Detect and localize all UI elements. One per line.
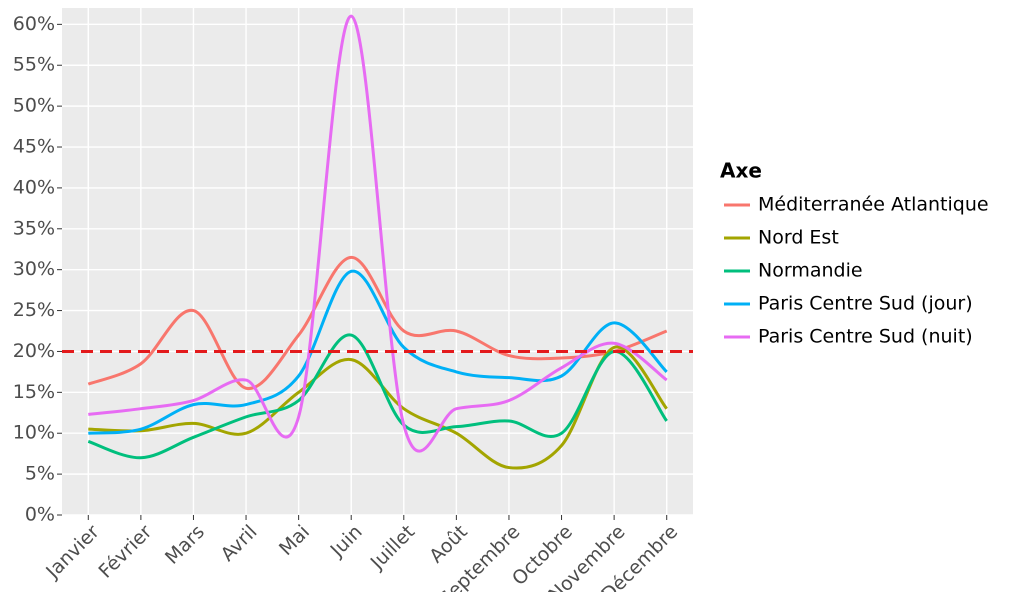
y-tick-label: 25%: [13, 299, 55, 321]
x-tick-label: Avril: [217, 521, 262, 566]
y-tick-label: 5%: [25, 463, 55, 485]
y-tick-label: 55%: [13, 54, 55, 76]
series-line: [87, 333, 668, 460]
y-tick-label: 60%: [13, 13, 55, 35]
series-line: [87, 255, 668, 390]
x-tick-label: Janvier: [41, 521, 104, 584]
y-tick-label: 35%: [13, 217, 55, 239]
y-tick-label: 20%: [13, 340, 55, 362]
y-tick-label: 40%: [13, 176, 55, 198]
y-tick-label: 0%: [25, 504, 55, 526]
x-tick-label: Juin: [326, 521, 367, 562]
series-line: [88, 345, 668, 470]
x-tick-label: Février: [94, 521, 156, 583]
x-tick-label: Mai: [275, 521, 314, 560]
legend-label: Méditerranée Atlantique: [758, 194, 989, 216]
series-line: [88, 14, 668, 453]
y-tick-label: 30%: [13, 258, 55, 280]
y-tick-label: 45%: [13, 136, 55, 158]
x-tick-label: Juillet: [366, 521, 419, 574]
legend-label: Normandie: [758, 260, 863, 282]
legend-label: Paris Centre Sud (nuit): [758, 326, 973, 348]
legend-label: Paris Centre Sud (jour): [758, 293, 973, 315]
y-tick-label: 15%: [13, 381, 55, 403]
legend-label: Nord Est: [758, 227, 839, 249]
x-tick-label: Août: [425, 521, 472, 568]
x-tick-label: Mars: [161, 521, 209, 569]
legend-title: Axe: [720, 159, 762, 183]
y-tick-label: 10%: [13, 422, 55, 444]
series-line: [88, 269, 668, 435]
plot-background: [62, 8, 693, 515]
y-tick-label: 50%: [13, 95, 55, 117]
